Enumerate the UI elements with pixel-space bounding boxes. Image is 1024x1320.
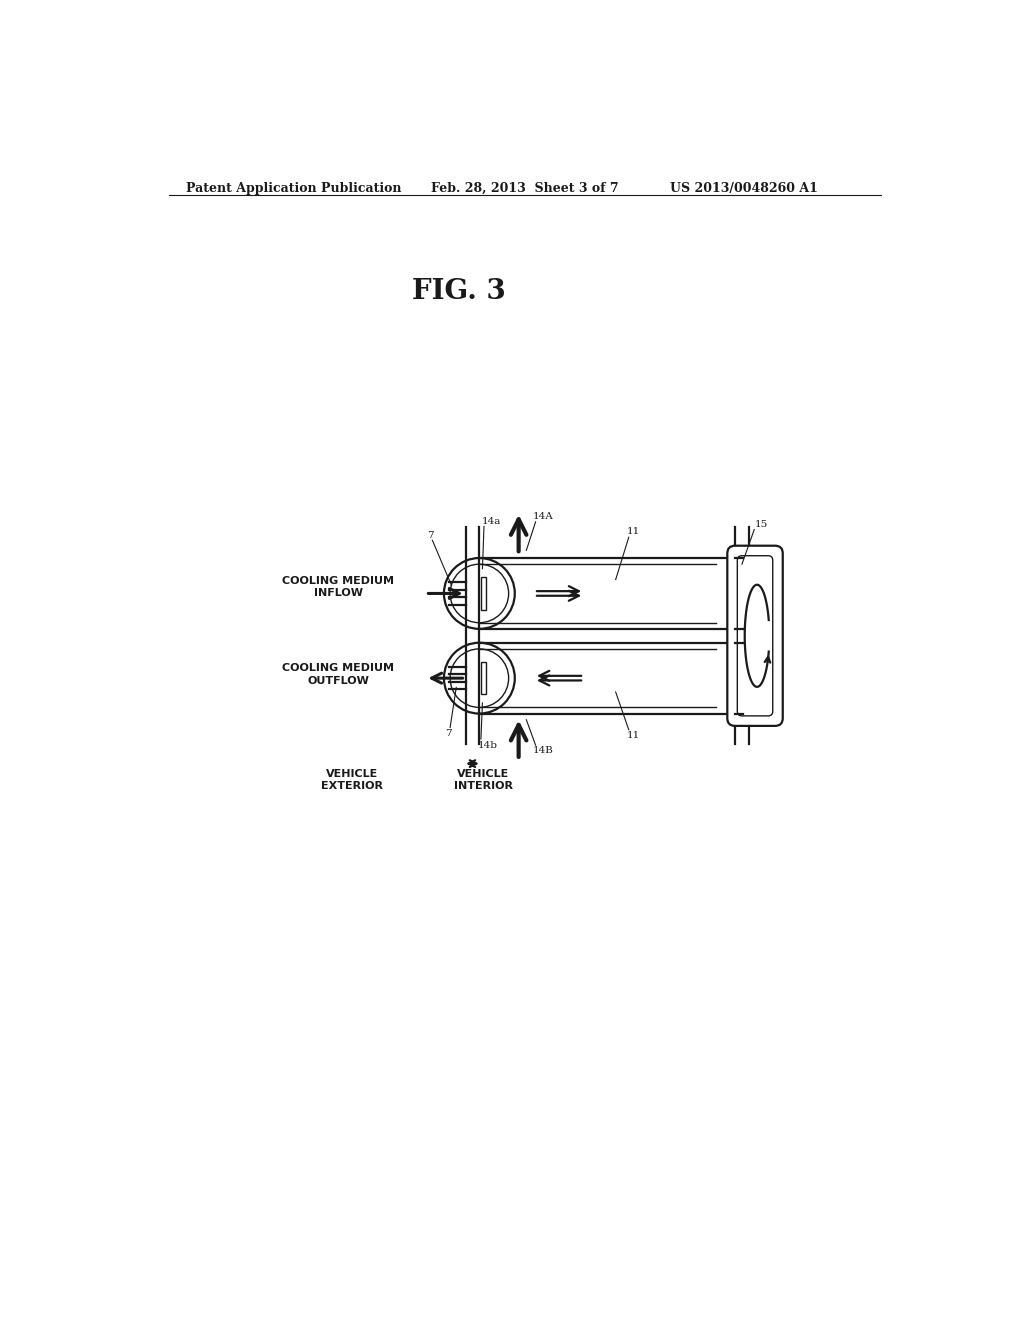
Bar xyxy=(481,577,486,610)
Text: 14A: 14A xyxy=(532,512,553,521)
Text: 14a: 14a xyxy=(481,516,501,525)
Text: Feb. 28, 2013  Sheet 3 of 7: Feb. 28, 2013 Sheet 3 of 7 xyxy=(431,182,618,194)
FancyBboxPatch shape xyxy=(727,545,782,726)
Text: VEHICLE
EXTERIOR: VEHICLE EXTERIOR xyxy=(322,770,383,792)
Text: 7: 7 xyxy=(428,531,434,540)
Text: FIG. 3: FIG. 3 xyxy=(412,277,506,305)
Text: US 2013/0048260 A1: US 2013/0048260 A1 xyxy=(670,182,817,194)
Text: 14B: 14B xyxy=(532,746,553,755)
Text: VEHICLE
INTERIOR: VEHICLE INTERIOR xyxy=(454,770,513,792)
Bar xyxy=(481,663,486,694)
Text: 11: 11 xyxy=(628,730,640,739)
Text: Patent Application Publication: Patent Application Publication xyxy=(186,182,401,194)
Text: 11: 11 xyxy=(628,528,640,536)
Text: 14b: 14b xyxy=(478,741,498,750)
Text: COOLING MEDIUM
INFLOW: COOLING MEDIUM INFLOW xyxy=(283,576,394,598)
Text: 7: 7 xyxy=(445,729,452,738)
Text: 15: 15 xyxy=(755,520,768,529)
Text: COOLING MEDIUM
OUTFLOW: COOLING MEDIUM OUTFLOW xyxy=(283,663,394,685)
